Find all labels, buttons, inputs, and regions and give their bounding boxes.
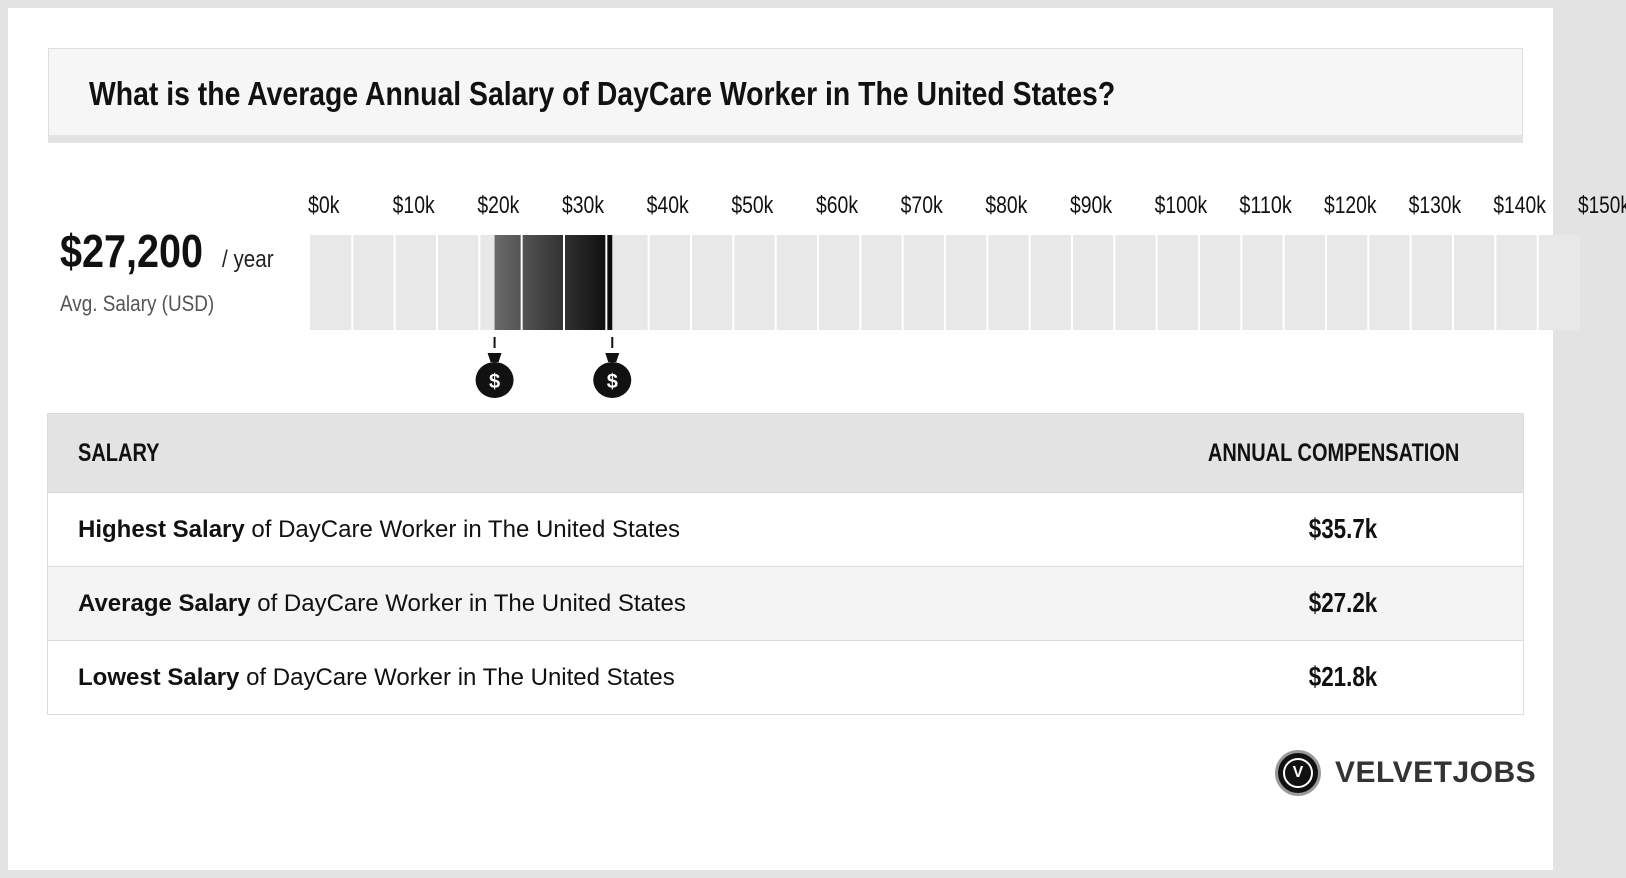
header-annual-compensation: ANNUAL COMPENSATION: [1207, 439, 1459, 467]
average-salary-caption: Avg. Salary (USD): [60, 291, 215, 316]
row-value: $27.2k: [1308, 587, 1378, 618]
tick-label: $10k: [393, 192, 436, 219]
average-salary-value: $27,200: [60, 225, 204, 277]
tick-label: $20k: [477, 192, 520, 219]
money-bag-icon: $: [593, 353, 632, 398]
tick-label: $130k: [1409, 192, 1462, 219]
tick-label: $0k: [308, 192, 340, 219]
row-value: $35.7k: [1308, 513, 1378, 544]
row-label: Lowest Salary of DayCare Worker in The U…: [78, 664, 675, 691]
tick-label: $150k+: [1578, 192, 1626, 219]
brand-name: VELVETJOBS: [1335, 756, 1537, 789]
header-salary: SALARY: [78, 439, 160, 467]
tick-label: $110k: [1239, 192, 1292, 219]
page-title: What is the Average Annual Salary of Day…: [89, 75, 1116, 112]
salary-card: What is the Average Annual Salary of Day…: [8, 8, 1553, 870]
salary-range-bar: [494, 235, 613, 330]
money-bag-icon: $: [475, 353, 514, 398]
brand: V VELVETJOBS: [1275, 748, 1536, 798]
table-row-highest: Highest Salary of DayCare Worker in The …: [48, 492, 1523, 566]
average-salary-unit: / year: [222, 246, 274, 273]
table-header: SALARY ANNUAL COMPENSATION: [48, 414, 1523, 492]
title-box: What is the Average Annual Salary of Day…: [48, 48, 1523, 143]
table-row-lowest: Lowest Salary of DayCare Worker in The U…: [48, 640, 1523, 714]
tick-label: $90k: [1070, 192, 1113, 219]
salary-table: SALARY ANNUAL COMPENSATION Highest Salar…: [47, 413, 1524, 715]
tick-label: $30k: [562, 192, 605, 219]
tick-label: $40k: [647, 192, 690, 219]
row-value: $21.8k: [1308, 661, 1378, 692]
tick-label: $80k: [985, 192, 1028, 219]
tick-label: $100k: [1155, 192, 1208, 219]
svg-text:$: $: [489, 371, 500, 393]
table-row-average: Average Salary of DayCare Worker in The …: [48, 566, 1523, 640]
tick-label: $70k: [901, 192, 944, 219]
row-label: Average Salary of DayCare Worker in The …: [78, 590, 686, 617]
tick-label: $60k: [816, 192, 859, 219]
svg-text:$: $: [607, 371, 618, 393]
tick-label: $50k: [731, 192, 774, 219]
velvetjobs-logo-icon: V: [1275, 750, 1321, 796]
row-label: Highest Salary of DayCare Worker in The …: [78, 516, 681, 543]
tick-label: $120k: [1324, 192, 1377, 219]
tick-label: $140k: [1493, 192, 1546, 219]
